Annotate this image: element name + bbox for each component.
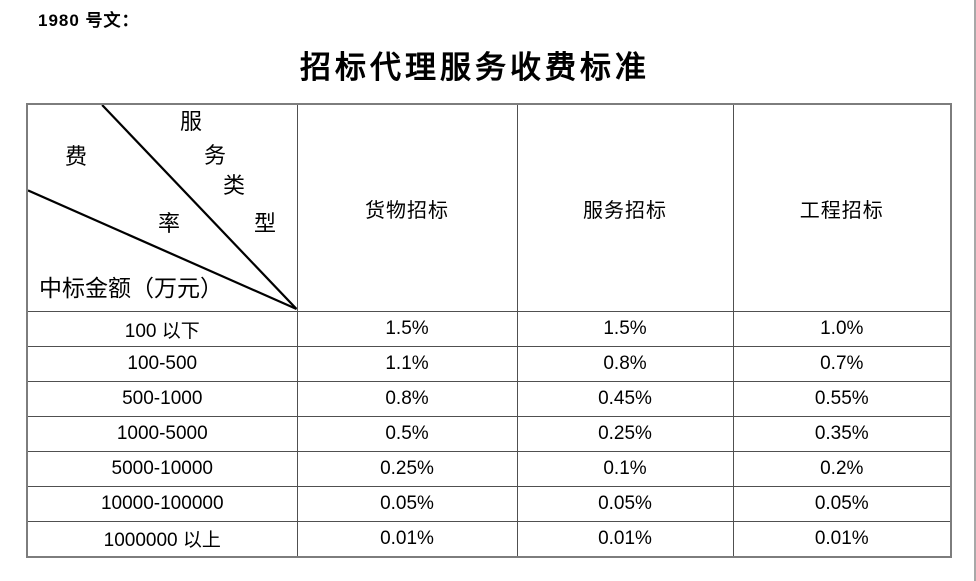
diagonal-line-lower	[28, 189, 297, 311]
rate-cell: 0.35%	[732, 416, 952, 452]
amount-cell: 10000-100000	[26, 486, 298, 522]
diagonal-divider-lines	[28, 105, 297, 311]
column-header-service: 服务招标	[516, 103, 734, 312]
table-row: 1000-5000 0.5% 0.25% 0.35%	[26, 416, 952, 452]
service-type-char-4: 型	[254, 211, 277, 236]
rate-cell: 0.7%	[732, 346, 952, 382]
amount-cell: 100-500	[26, 346, 298, 382]
table-row: 5000-10000 0.25% 0.1% 0.2%	[26, 451, 952, 487]
rate-cell: 0.05%	[296, 486, 518, 522]
rate-cell: 0.05%	[516, 486, 734, 522]
rate-cell: 0.25%	[516, 416, 734, 452]
rate-cell: 0.01%	[732, 521, 952, 557]
rate-cell: 0.55%	[732, 381, 952, 417]
fee-rate-char-1: 费	[65, 144, 88, 169]
amount-axis-label: 中标金额（万元）	[39, 276, 223, 301]
page-title: 招标代理服务收费标准	[300, 50, 650, 85]
rate-cell: 0.2%	[732, 451, 952, 487]
rate-cell: 1.1%	[296, 346, 518, 382]
diagonal-line-upper	[101, 105, 297, 310]
table-row: 1000000 以上 0.01% 0.01% 0.01%	[26, 521, 952, 557]
column-header-goods: 货物招标	[296, 103, 518, 312]
service-type-char-2: 务	[204, 143, 227, 168]
rate-cell: 0.01%	[296, 521, 518, 557]
table-row: 10000-100000 0.05% 0.05% 0.05%	[26, 486, 952, 522]
rate-cell: 0.8%	[296, 381, 518, 417]
rate-cell: 0.01%	[516, 521, 734, 557]
column-header-engineering: 工程招标	[732, 103, 952, 312]
amount-cell: 1000000 以上	[26, 521, 298, 557]
corner-header-cell: 服 务 类 型 费 率 中标金额（万元）	[26, 103, 298, 312]
amount-cell: 5000-10000	[26, 451, 298, 487]
amount-cell: 1000-5000	[26, 416, 298, 452]
amount-cell: 500-1000	[26, 381, 298, 417]
rate-cell: 0.5%	[296, 416, 518, 452]
document-ref-label: 1980 号文：	[38, 11, 140, 30]
viewport-right-edge	[974, 0, 976, 581]
service-type-char-3: 类	[223, 173, 246, 198]
table-row: 100 以下 1.5% 1.5% 1.0%	[26, 311, 952, 347]
rate-cell: 0.8%	[516, 346, 734, 382]
rate-cell: 1.5%	[516, 311, 734, 347]
rate-cell: 0.05%	[732, 486, 952, 522]
service-type-char-1: 服	[180, 109, 203, 134]
rate-cell: 0.25%	[296, 451, 518, 487]
rate-cell: 0.1%	[516, 451, 734, 487]
fee-standard-table: 服 务 类 型 费 率 中标金额（万元） 货物招标 服务招标 工程招标 100 …	[26, 103, 952, 558]
table-row: 100-500 1.1% 0.8% 0.7%	[26, 346, 952, 382]
header-row: 服 务 类 型 费 率 中标金额（万元） 货物招标 服务招标 工程招标	[26, 103, 952, 312]
table-row: 500-1000 0.8% 0.45% 0.55%	[26, 381, 952, 417]
rate-cell: 1.0%	[732, 311, 952, 347]
fee-rate-char-2: 率	[158, 211, 181, 236]
rate-cell: 1.5%	[296, 311, 518, 347]
amount-cell: 100 以下	[26, 311, 298, 347]
rate-cell: 0.45%	[516, 381, 734, 417]
